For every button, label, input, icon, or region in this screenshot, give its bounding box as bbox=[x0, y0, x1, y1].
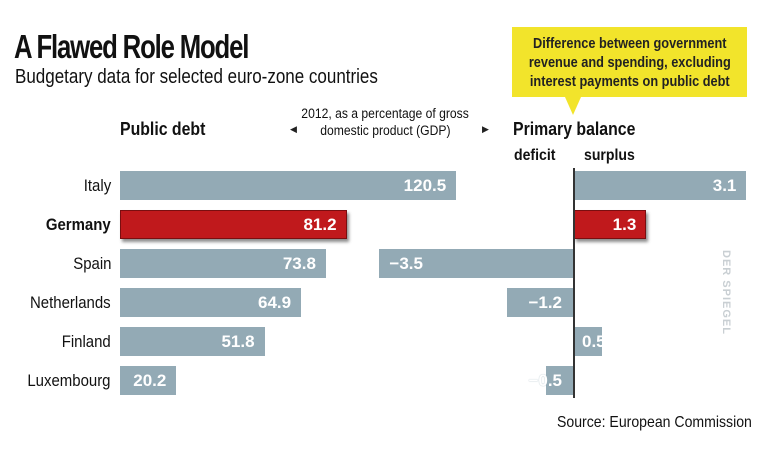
balance-value-label-italy: 3.1 bbox=[712, 176, 737, 195]
balance-bar-luxembourg bbox=[546, 366, 574, 395]
balance-bar-spain bbox=[379, 249, 574, 278]
surplus-label: surplus bbox=[584, 147, 635, 164]
balance-value-label-netherlands: −1.2 bbox=[528, 293, 562, 312]
balance-value-label-finland: 0.5 bbox=[582, 332, 606, 351]
debt-value-label-finland: 51.8 bbox=[221, 332, 255, 351]
debt-bar-germany bbox=[120, 210, 347, 239]
chart-subtitle: Budgetary data for selected euro-zone co… bbox=[15, 66, 378, 88]
debt-value-label-netherlands: 64.9 bbox=[257, 293, 292, 312]
debt-bar-finland bbox=[120, 327, 265, 356]
balance-value-label-luxembourg: −0.5 bbox=[528, 371, 562, 390]
debt-value-label-luxembourg: 20.2 bbox=[133, 371, 167, 390]
callout-line: revenue and spending, excluding bbox=[528, 53, 731, 71]
country-label-germany: Germany bbox=[46, 215, 111, 234]
public-debt-heading: Public debt bbox=[120, 119, 206, 139]
balance-bar-netherlands bbox=[507, 288, 574, 317]
chart-title: A Flawed Role Model bbox=[14, 28, 249, 65]
balance-value-label-germany: 1.3 bbox=[612, 215, 637, 234]
balance-value-label-spain: −3.5 bbox=[389, 254, 423, 273]
unit-note-line: domestic product (GDP) bbox=[319, 123, 451, 138]
debt-bar-italy bbox=[120, 171, 457, 200]
callout-line: Difference between government bbox=[532, 34, 727, 52]
country-label-spain: Spain bbox=[72, 254, 111, 273]
unit-note-line: 2012, as a percentage of gross bbox=[301, 106, 469, 121]
debt-value-label-germany: 81.2 bbox=[303, 215, 337, 234]
zero-axis-line bbox=[573, 168, 575, 398]
debt-value-label-italy: 120.5 bbox=[403, 176, 447, 195]
debt-bar-spain bbox=[120, 249, 326, 278]
source-note: Source: European Commission bbox=[557, 414, 752, 431]
arrow-right-icon: ▶ bbox=[482, 124, 489, 134]
country-label-luxembourg: Luxembourg bbox=[27, 371, 111, 390]
deficit-label: deficit bbox=[514, 147, 556, 164]
publisher-credit: DER SPIEGEL bbox=[720, 250, 732, 335]
country-label-italy: Italy bbox=[83, 176, 111, 195]
country-label-netherlands: Netherlands bbox=[30, 293, 111, 312]
callout-pointer bbox=[565, 97, 581, 115]
balance-bar-finland bbox=[574, 327, 602, 356]
balance-bar-italy bbox=[574, 171, 747, 200]
debt-value-label-spain: 73.8 bbox=[282, 254, 316, 273]
unit-note: 2012, as a percentage of gross domestic … bbox=[290, 105, 480, 139]
country-label-finland: Finland bbox=[61, 332, 111, 351]
debt-bar-luxembourg bbox=[120, 366, 177, 395]
arrow-left-icon: ◀ bbox=[290, 124, 297, 134]
callout-line: interest payments on public debt bbox=[529, 72, 730, 90]
primary-balance-heading: Primary balance bbox=[513, 119, 636, 139]
definition-callout: Difference between government revenue an… bbox=[512, 27, 747, 97]
debt-bar-netherlands bbox=[120, 288, 302, 317]
